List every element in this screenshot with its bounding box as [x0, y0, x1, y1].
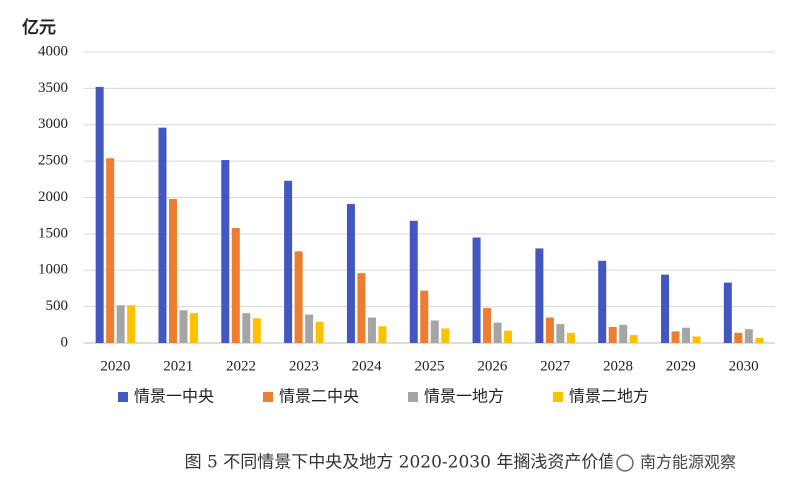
bar: [346, 204, 355, 343]
bar: [755, 337, 764, 343]
bar: [116, 305, 125, 343]
bar: [357, 273, 366, 343]
bar: [106, 158, 115, 343]
watermark-icon: [616, 454, 634, 472]
x-tick-label: 2026: [477, 358, 508, 374]
x-tick-label: 2022: [226, 358, 256, 374]
x-tick-label: 2028: [603, 358, 633, 374]
bar: [682, 327, 691, 343]
bar: [189, 313, 198, 343]
bar: [629, 334, 638, 343]
y-tick-label: 1000: [38, 262, 68, 278]
bar: [127, 305, 136, 343]
bar: [284, 180, 293, 343]
legend-swatch: [408, 392, 418, 402]
bar: [378, 326, 387, 343]
bar: [95, 86, 104, 344]
bar: [315, 321, 324, 343]
bar: [242, 313, 251, 343]
x-tick-label: 2029: [666, 358, 696, 374]
y-tick-label: 3500: [38, 80, 68, 96]
y-tick-label: 3000: [38, 116, 68, 132]
x-tick-label: 2030: [729, 358, 759, 374]
bar: [158, 127, 167, 343]
y-tick-label: 2000: [38, 189, 68, 205]
legend-swatch: [553, 392, 563, 402]
bar: [420, 290, 429, 343]
bar: [692, 336, 701, 343]
legend-label: 情景一地方: [424, 387, 504, 406]
bar: [556, 324, 565, 343]
bar: [504, 330, 513, 343]
legend-label: 情景二地方: [569, 387, 649, 406]
bar: [598, 260, 607, 343]
x-tick-label: 2023: [289, 358, 319, 374]
y-axis-unit: 亿元: [22, 17, 56, 38]
bar: [179, 310, 188, 343]
bar: [231, 228, 240, 343]
y-tick-label: 4000: [38, 43, 68, 59]
y-tick-label: 500: [46, 298, 69, 314]
bar: [661, 274, 670, 343]
bar: [168, 198, 177, 343]
x-tick-label: 2027: [540, 358, 571, 374]
y-tick-label: 0: [61, 334, 69, 350]
y-tick-label: 2500: [38, 153, 68, 169]
bar: [305, 314, 314, 343]
bar: [367, 317, 376, 343]
bar: [472, 237, 481, 343]
watermark: 南方能源观察: [640, 453, 736, 472]
x-tick-label: 2020: [100, 358, 130, 374]
bar: [441, 328, 450, 343]
caption: 图 5 不同情景下中央及地方 2020-2030 年搁浅资产价值: [185, 453, 616, 473]
bar: [566, 332, 575, 343]
bar: [409, 220, 418, 343]
watermark-bg: [612, 450, 777, 476]
bar: [671, 331, 680, 343]
y-tick-label: 1500: [38, 225, 68, 241]
bar: [734, 332, 743, 343]
bar: [483, 308, 492, 343]
legend-swatch: [118, 392, 128, 402]
x-tick-label: 2021: [163, 358, 193, 374]
bar: [608, 326, 617, 343]
bar: [744, 329, 753, 343]
legend-swatch: [263, 392, 273, 402]
bar: [252, 318, 261, 343]
bar: [493, 322, 502, 343]
x-tick-label: 2025: [415, 358, 445, 374]
bar: [430, 320, 439, 343]
bar: [221, 160, 230, 343]
bar: [294, 251, 303, 343]
legend-label: 情景二中央: [279, 387, 359, 406]
bar: [723, 282, 732, 343]
bar: [535, 248, 544, 343]
legend-label: 情景一中央: [134, 387, 214, 406]
x-tick-label: 2024: [352, 358, 383, 374]
bar: [619, 324, 628, 343]
bar: [545, 317, 554, 343]
